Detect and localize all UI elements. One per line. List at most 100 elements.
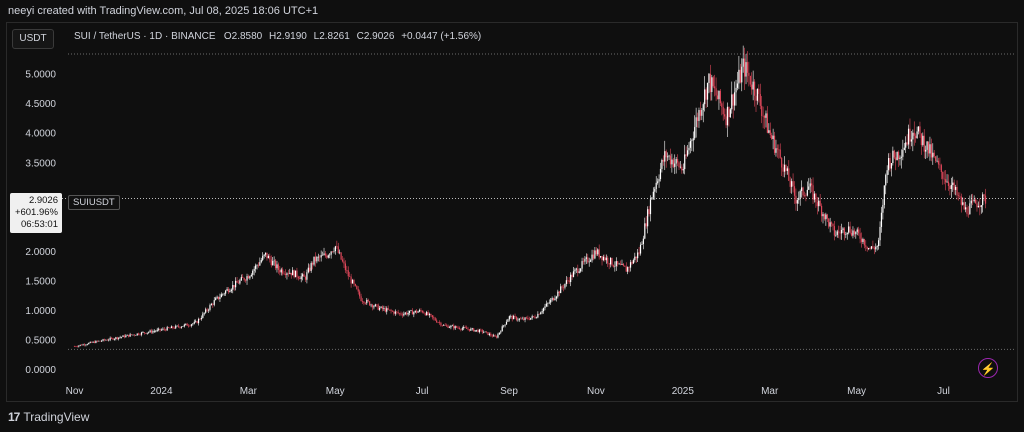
candle-body bbox=[140, 332, 143, 335]
candle-body bbox=[635, 256, 637, 259]
candle-body bbox=[126, 334, 128, 336]
candle-body bbox=[79, 344, 81, 346]
candle-body bbox=[708, 73, 710, 83]
candle-body bbox=[949, 185, 951, 190]
candle-body bbox=[98, 340, 100, 342]
candle-body bbox=[933, 152, 935, 157]
candle-body bbox=[235, 280, 237, 288]
candle-body bbox=[685, 154, 687, 156]
candle-body bbox=[513, 315, 515, 320]
candle-body bbox=[339, 252, 341, 254]
candle-body bbox=[594, 250, 596, 259]
footer-brand[interactable]: 17 TradingView bbox=[8, 408, 89, 426]
candle-body bbox=[490, 333, 492, 336]
candle-body bbox=[830, 222, 833, 224]
candle-body bbox=[706, 82, 709, 100]
candle-body bbox=[189, 325, 191, 327]
candle-body bbox=[484, 331, 486, 333]
candle-body bbox=[672, 159, 674, 167]
candle-body bbox=[404, 312, 406, 314]
candle-body bbox=[909, 128, 911, 142]
candle-body bbox=[230, 289, 232, 292]
candle-body bbox=[659, 168, 662, 180]
candles bbox=[73, 45, 987, 348]
candle-body bbox=[849, 226, 851, 233]
candle-body bbox=[850, 232, 853, 236]
candle-body bbox=[153, 331, 155, 332]
candle-body bbox=[624, 265, 626, 267]
candle-body bbox=[212, 304, 214, 305]
candle-body bbox=[374, 304, 376, 307]
candle-body bbox=[379, 307, 381, 310]
candle-body bbox=[873, 247, 875, 250]
candle-body bbox=[550, 299, 552, 303]
candle-body bbox=[694, 127, 696, 139]
candle-body bbox=[712, 77, 714, 87]
candle-body bbox=[175, 325, 177, 329]
candle-body bbox=[782, 167, 784, 172]
candle-body bbox=[353, 280, 355, 284]
candle-body bbox=[113, 338, 116, 340]
candle-body bbox=[183, 324, 185, 327]
candle-body bbox=[574, 269, 576, 272]
y-tick-label: 1.0000 bbox=[25, 306, 56, 317]
candle-body bbox=[972, 200, 974, 202]
candle-body bbox=[120, 336, 123, 338]
candle-body bbox=[361, 300, 364, 302]
candle-body bbox=[478, 329, 481, 333]
candle-body bbox=[728, 106, 730, 118]
candle-body bbox=[638, 252, 640, 254]
candle-body bbox=[185, 323, 187, 325]
currency-selector[interactable]: USDT bbox=[12, 29, 54, 49]
candle-body bbox=[880, 212, 883, 227]
candle-body bbox=[658, 179, 660, 182]
candle-body bbox=[500, 331, 502, 333]
candle-body bbox=[133, 334, 135, 336]
candle-body bbox=[503, 325, 505, 327]
candle-body bbox=[776, 148, 778, 150]
candle-body bbox=[383, 308, 385, 309]
candle-body bbox=[387, 308, 389, 310]
candle-body bbox=[876, 246, 878, 247]
candle-body bbox=[605, 257, 607, 261]
candle-body bbox=[458, 327, 461, 329]
candle-body bbox=[152, 331, 154, 333]
candle-body bbox=[481, 330, 483, 333]
candle-body bbox=[560, 286, 562, 294]
candle-body bbox=[359, 291, 361, 297]
x-tick-label: May bbox=[847, 386, 866, 397]
candle-body bbox=[652, 191, 654, 198]
candle-body bbox=[705, 89, 707, 100]
candle-body bbox=[447, 325, 449, 328]
candle-body bbox=[430, 313, 432, 316]
candle-body bbox=[438, 322, 441, 323]
candle-body bbox=[130, 334, 133, 335]
candle-body bbox=[485, 331, 488, 333]
candle-body bbox=[313, 256, 315, 265]
candle-body bbox=[892, 150, 894, 164]
candle-body bbox=[461, 328, 463, 330]
candle-body bbox=[813, 193, 816, 200]
x-tick-label: Jul bbox=[416, 386, 429, 397]
candle-body bbox=[766, 113, 769, 133]
candle-body bbox=[431, 315, 433, 318]
candle-body bbox=[197, 319, 200, 324]
candle-body bbox=[282, 269, 284, 274]
candle-body bbox=[186, 323, 188, 326]
y-tick-label: 2.0000 bbox=[25, 247, 56, 258]
candle-body bbox=[769, 130, 771, 136]
candle-body bbox=[122, 335, 124, 337]
candle-body bbox=[655, 182, 657, 190]
candle-body bbox=[414, 310, 416, 313]
candle-body bbox=[518, 318, 520, 320]
lightning-icon[interactable]: ⚡ bbox=[978, 358, 998, 378]
candle-body bbox=[763, 115, 766, 118]
candle-body bbox=[436, 320, 438, 323]
candle-body bbox=[897, 151, 900, 159]
candle-body bbox=[696, 117, 699, 121]
candle-body bbox=[274, 260, 277, 269]
candle-body bbox=[326, 255, 328, 258]
candle-body bbox=[662, 159, 664, 162]
candle-body bbox=[532, 316, 535, 317]
